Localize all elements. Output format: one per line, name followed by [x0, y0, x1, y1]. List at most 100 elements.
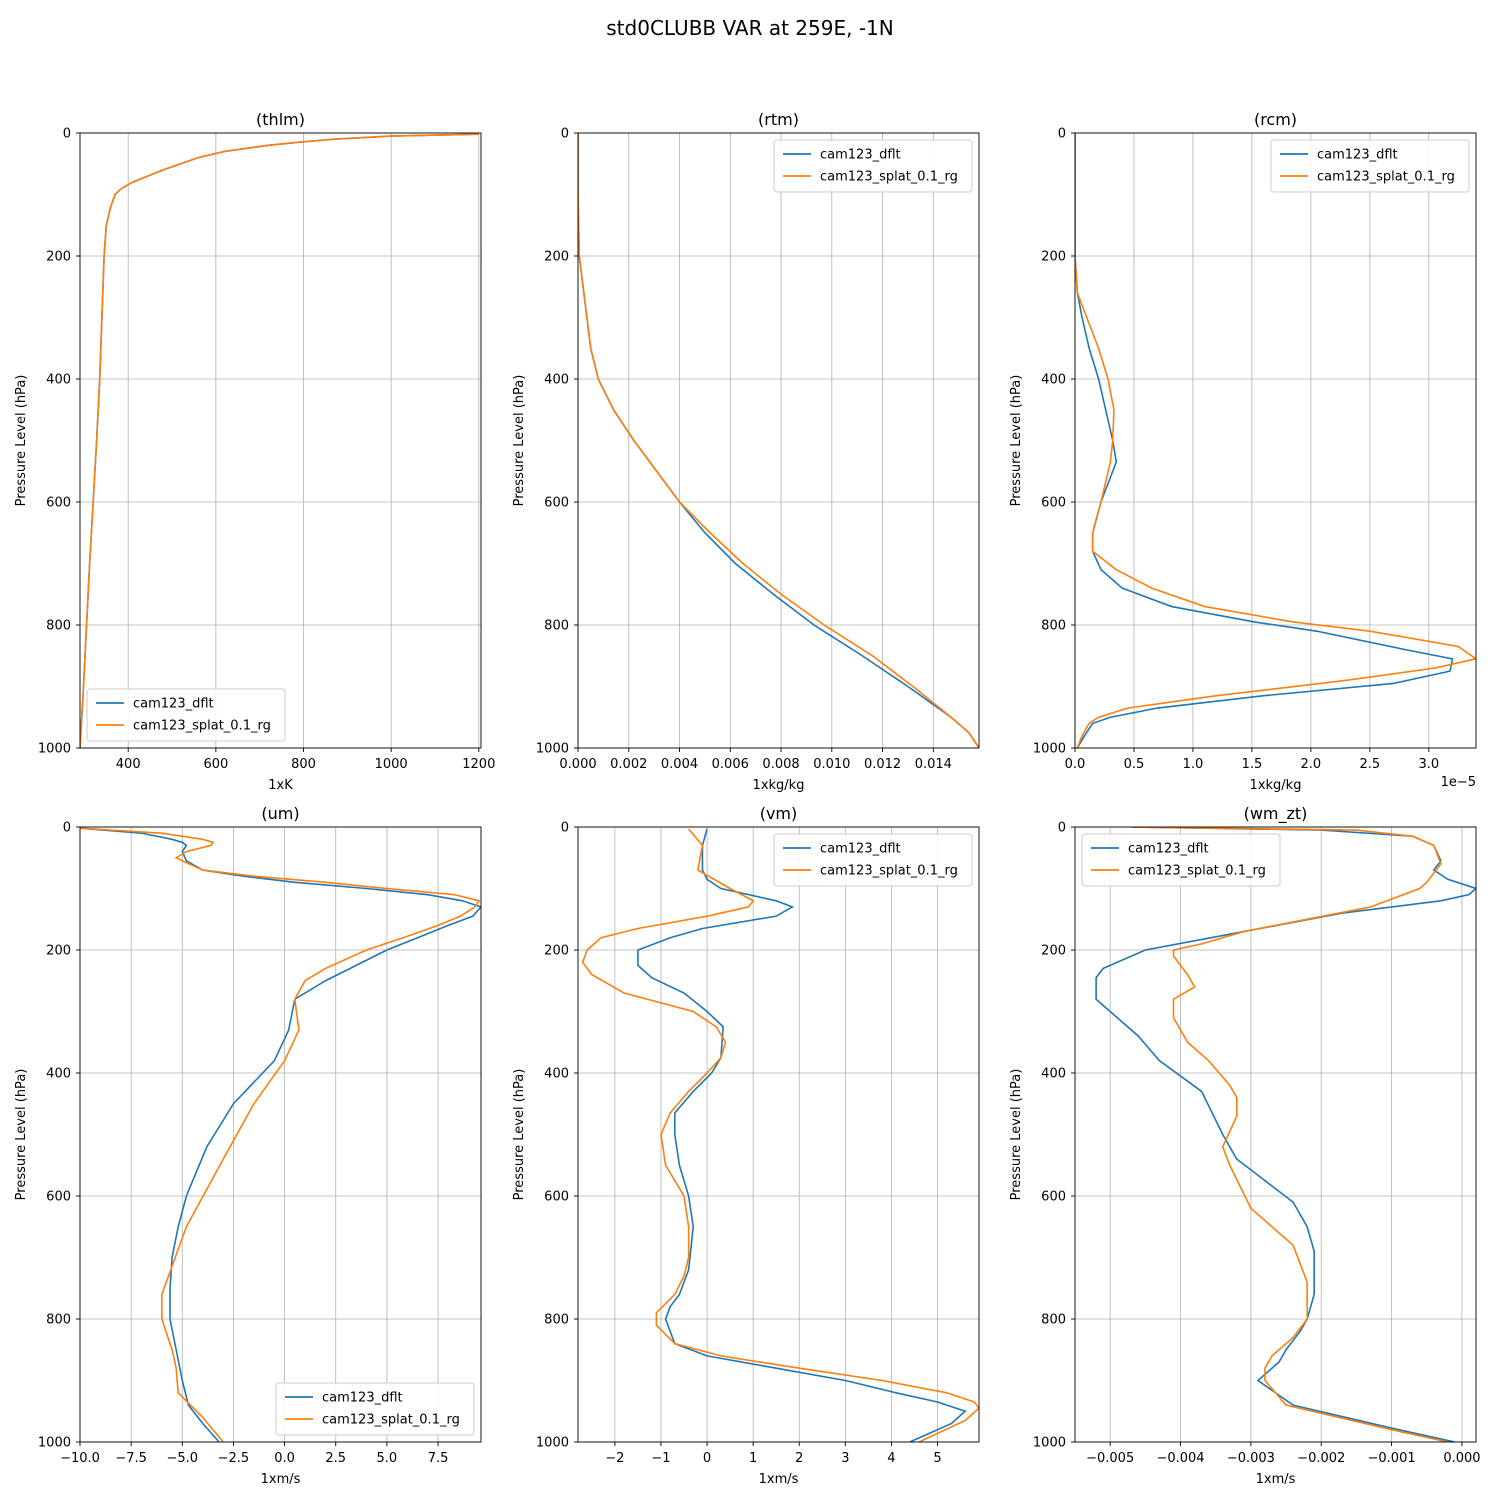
subplot-wm_zt: −0.005 −0.004 −0.003 −0.002 −0.001 0.000 0 200 4… — [1009, 804, 1481, 1487]
legend-entry: cam123_splat_0.1_rg — [820, 864, 958, 879]
x-tick-label: 2.5 — [1360, 757, 1381, 772]
y-tick-label: 400 — [1041, 1067, 1066, 1082]
x-tick-label: 0.0 — [1065, 757, 1086, 772]
panel-title: (rtm) — [758, 110, 799, 129]
legend-entry: cam123_dflt — [1128, 842, 1209, 857]
series-line-splat — [578, 133, 979, 748]
y-axis-label: Pressure Level (hPa) — [1009, 375, 1024, 507]
subplot-vm: −2 −1 0 1 2 3 4 5 0 200 400 600 800 1000 (vm) 1xm/s Pres… — [512, 804, 980, 1487]
x-tick-label: −0.005 — [1086, 1451, 1134, 1466]
x-tick-label: 3 — [841, 1451, 849, 1466]
y-tick-label: 400 — [46, 373, 71, 388]
x-axis-label: 1xm/s — [261, 1472, 301, 1487]
y-tick-label: 400 — [1041, 373, 1066, 388]
x-tick-label: 0.004 — [661, 757, 698, 772]
y-tick-label: 600 — [46, 1190, 71, 1205]
x-axis-label: 1xkg/kg — [753, 778, 805, 793]
series-line-dflt — [1075, 133, 1454, 748]
legend: cam123_dflt cam123_splat_0.1_rg — [86, 688, 286, 742]
x-tick-label: 400 — [116, 757, 141, 772]
y-axis-label: Pressure Level (hPa) — [14, 1069, 29, 1201]
plot-frame — [1074, 826, 1477, 1443]
panel-title: (um) — [261, 804, 299, 823]
y-axis-label: Pressure Level (hPa) — [14, 375, 29, 507]
plot-frame — [577, 826, 980, 1443]
x-tick-label: 2.5 — [325, 1451, 346, 1466]
x-tick-label: 0.000 — [559, 757, 596, 772]
legend-box — [773, 139, 973, 193]
x-tick-label: 3.0 — [1418, 757, 1439, 772]
y-tick-label: 1000 — [536, 742, 569, 757]
series-line-splat — [581, 828, 979, 1442]
x-tick-label: 1200 — [462, 757, 495, 772]
y-tick-label: 400 — [544, 1067, 569, 1082]
x-tick-label: 1 — [749, 1451, 757, 1466]
series-line-splat — [80, 827, 481, 1442]
x-tick-label: 5.0 — [377, 1451, 398, 1466]
y-tick-label: 0 — [1058, 127, 1066, 142]
y-tick-label: 600 — [544, 496, 569, 511]
x-tick-label: 0.006 — [712, 757, 749, 772]
figure-title: std0CLUBB VAR at 259E, -1N — [606, 16, 894, 40]
y-tick-label: 600 — [544, 1190, 569, 1205]
y-tick-label: 1000 — [38, 742, 71, 757]
x-tick-label: −10.0 — [60, 1451, 100, 1466]
legend-box — [773, 833, 973, 887]
legend-box — [275, 1382, 475, 1436]
legend: cam123_dflt cam123_splat_0.1_rg — [1081, 833, 1281, 887]
x-tick-label: 0.002 — [610, 757, 647, 772]
y-tick-label: 600 — [1041, 1190, 1066, 1205]
x-offset-text: 1e−5 — [1441, 775, 1476, 790]
series-line-splat — [1131, 827, 1449, 1442]
y-tick-label: 1000 — [38, 1436, 71, 1451]
y-tick-label: 800 — [1041, 619, 1066, 634]
y-tick-label: 0 — [561, 821, 569, 836]
subplot-rtm: 0.000 0.002 0.004 0.006 0.008 0.010 0.012 0.014… — [512, 110, 980, 793]
x-axis-label: 1xkg/kg — [1250, 778, 1302, 793]
x-tick-label: −7.5 — [115, 1451, 147, 1466]
legend: cam123_dflt cam123_splat_0.1_rg — [275, 1382, 475, 1436]
x-tick-label: 0.012 — [864, 757, 901, 772]
x-axis-label: 1xm/s — [1256, 1472, 1296, 1487]
y-tick-label: 800 — [544, 619, 569, 634]
panel-title: (thlm) — [256, 110, 305, 129]
series-line-splat — [1075, 133, 1476, 748]
x-tick-label: 2 — [795, 1451, 803, 1466]
x-tick-label: 0 — [703, 1451, 711, 1466]
x-tick-label: 2.0 — [1301, 757, 1322, 772]
legend-entry: cam123_splat_0.1_rg — [1128, 864, 1266, 879]
x-tick-label: 0.0 — [274, 1451, 295, 1466]
y-axis-label: Pressure Level (hPa) — [1009, 1069, 1024, 1201]
x-tick-label: 1.5 — [1242, 757, 1263, 772]
x-tick-label: 800 — [291, 757, 316, 772]
series-line-dflt — [578, 133, 979, 748]
series-line-dflt — [80, 133, 479, 748]
legend-entry: cam123_dflt — [820, 148, 901, 163]
y-tick-label: 200 — [544, 250, 569, 265]
x-tick-label: −5.0 — [167, 1451, 199, 1466]
x-tick-label: 0.008 — [762, 757, 799, 772]
x-tick-label: −1 — [651, 1451, 670, 1466]
x-tick-label: 7.5 — [428, 1451, 449, 1466]
y-tick-label: 400 — [46, 1067, 71, 1082]
series-line-splat — [80, 133, 479, 748]
y-tick-label: 0 — [63, 127, 71, 142]
y-tick-label: 1000 — [536, 1436, 569, 1451]
x-tick-label: 1.0 — [1183, 757, 1204, 772]
panel-title: (vm) — [760, 804, 798, 823]
y-tick-label: 200 — [46, 944, 71, 959]
x-tick-label: −0.004 — [1156, 1451, 1204, 1466]
legend-box — [1270, 139, 1470, 193]
series-line-dflt — [1095, 827, 1476, 1442]
x-tick-label: 0.014 — [915, 757, 952, 772]
x-tick-label: 0.000 — [1443, 1451, 1480, 1466]
plot-frame — [79, 826, 482, 1443]
panel-title: (rcm) — [1254, 110, 1297, 129]
x-tick-label: 1000 — [375, 757, 408, 772]
y-tick-label: 1000 — [1033, 742, 1066, 757]
legend: cam123_dflt cam123_splat_0.1_rg — [773, 139, 973, 193]
x-tick-label: 600 — [203, 757, 228, 772]
legend-entry: cam123_splat_0.1_rg — [1317, 170, 1455, 185]
series-line-dflt — [637, 828, 967, 1442]
